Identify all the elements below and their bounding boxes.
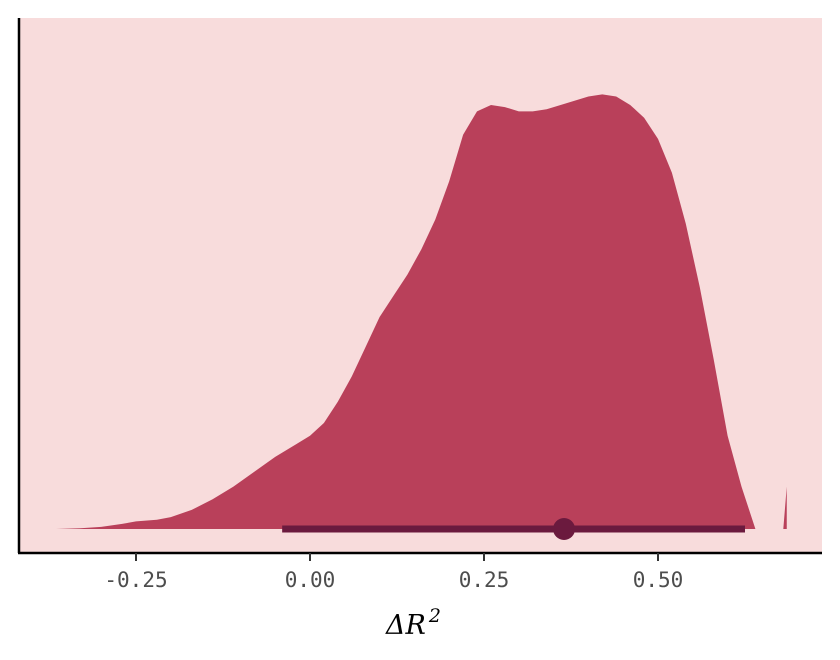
density-area: [55, 94, 787, 530]
x-tick-label: -0.25: [104, 568, 167, 592]
x-axis-ticks: -0.25 0.00 0.25 0.50: [104, 553, 683, 592]
x-axis-title-superscript: 2: [428, 605, 441, 627]
x-axis-title: ΔR 2: [385, 605, 441, 641]
interval-point: [553, 518, 576, 540]
x-tick-label: 0.50: [633, 568, 684, 592]
x-tick-label: 0.00: [285, 568, 336, 592]
x-axis-title-text: ΔR: [385, 610, 426, 641]
density-layer: [55, 94, 787, 530]
interval-layer: [282, 518, 745, 540]
x-tick-label: 0.25: [459, 568, 510, 592]
